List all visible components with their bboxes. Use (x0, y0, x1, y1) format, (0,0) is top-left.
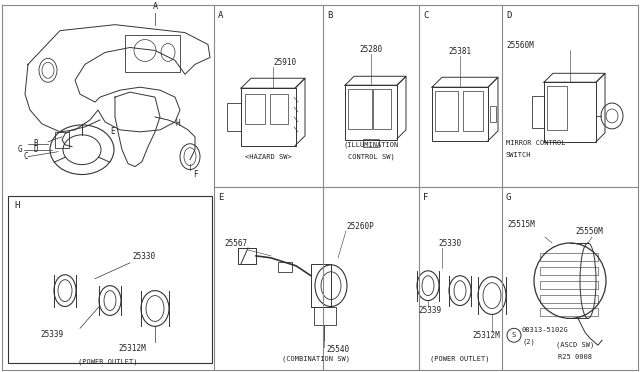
Bar (432, 87, 488, 141)
Text: F: F (423, 193, 428, 202)
Text: <HAZARD SW>: <HAZARD SW> (244, 154, 291, 160)
Text: 25560M: 25560M (506, 41, 534, 51)
Text: 25312M: 25312M (118, 344, 146, 353)
Text: (2): (2) (522, 339, 535, 346)
Bar (363, 139, 379, 147)
Text: 25330: 25330 (132, 252, 155, 261)
Text: B: B (33, 139, 38, 148)
Text: S: S (512, 332, 516, 338)
Text: 25260P: 25260P (346, 222, 374, 231)
Text: (COMBINATION SW): (COMBINATION SW) (282, 356, 350, 362)
Text: C: C (423, 11, 428, 20)
Bar (125, 35, 180, 72)
Bar (540, 267, 598, 275)
Bar (314, 308, 336, 326)
Text: E: E (218, 193, 223, 202)
Bar (540, 253, 598, 261)
Text: A: A (152, 2, 157, 11)
Bar (278, 262, 292, 272)
Bar (270, 94, 288, 124)
Bar (345, 85, 397, 140)
Text: D: D (33, 145, 38, 154)
Text: A: A (218, 11, 223, 20)
Text: R25 0008: R25 0008 (558, 354, 592, 360)
Bar (373, 89, 391, 129)
Text: 08313-5102G: 08313-5102G (522, 327, 569, 333)
Bar (547, 86, 567, 130)
Text: H: H (175, 119, 180, 128)
Bar (540, 281, 598, 289)
Bar (435, 91, 458, 131)
Text: B: B (327, 11, 332, 20)
Text: D: D (506, 11, 511, 20)
Text: 25567: 25567 (225, 240, 248, 248)
Text: 25515M: 25515M (507, 220, 535, 229)
Text: G: G (506, 193, 511, 202)
Text: F: F (193, 170, 197, 179)
Text: (POWER OUTLET): (POWER OUTLET) (78, 358, 138, 365)
Bar (227, 103, 241, 131)
Text: 25910: 25910 (273, 58, 296, 67)
Text: 25280: 25280 (360, 45, 383, 54)
Text: H: H (14, 201, 19, 210)
Text: C: C (24, 152, 28, 161)
Text: E: E (110, 127, 115, 137)
Text: SWITCH: SWITCH (506, 152, 531, 158)
Bar (241, 88, 296, 146)
Text: CONTROL SW): CONTROL SW) (348, 153, 394, 160)
Bar (463, 91, 483, 131)
Bar (540, 295, 598, 302)
Text: (ILLUMINATION: (ILLUMINATION (344, 141, 399, 148)
Text: 25550M: 25550M (575, 227, 603, 236)
Text: 25381: 25381 (449, 47, 472, 57)
Bar (490, 106, 496, 122)
Bar (540, 308, 598, 317)
Text: 25339: 25339 (40, 330, 63, 339)
Bar (311, 264, 331, 308)
Text: 25540: 25540 (326, 345, 349, 354)
Bar (348, 89, 372, 129)
Text: (ASCD SW): (ASCD SW) (556, 342, 594, 348)
Text: 25339: 25339 (418, 305, 441, 314)
Bar (544, 82, 596, 142)
Bar (532, 96, 544, 128)
Text: 25330: 25330 (438, 239, 461, 248)
Text: 25312M: 25312M (472, 331, 500, 340)
Bar (238, 248, 256, 264)
Text: MIRROR CONTROL: MIRROR CONTROL (506, 140, 566, 146)
Bar (55, 132, 69, 148)
Bar (8, 196, 212, 363)
Text: (POWER OUTLET): (POWER OUTLET) (430, 356, 490, 362)
Bar (245, 94, 265, 124)
Text: G: G (17, 145, 22, 154)
